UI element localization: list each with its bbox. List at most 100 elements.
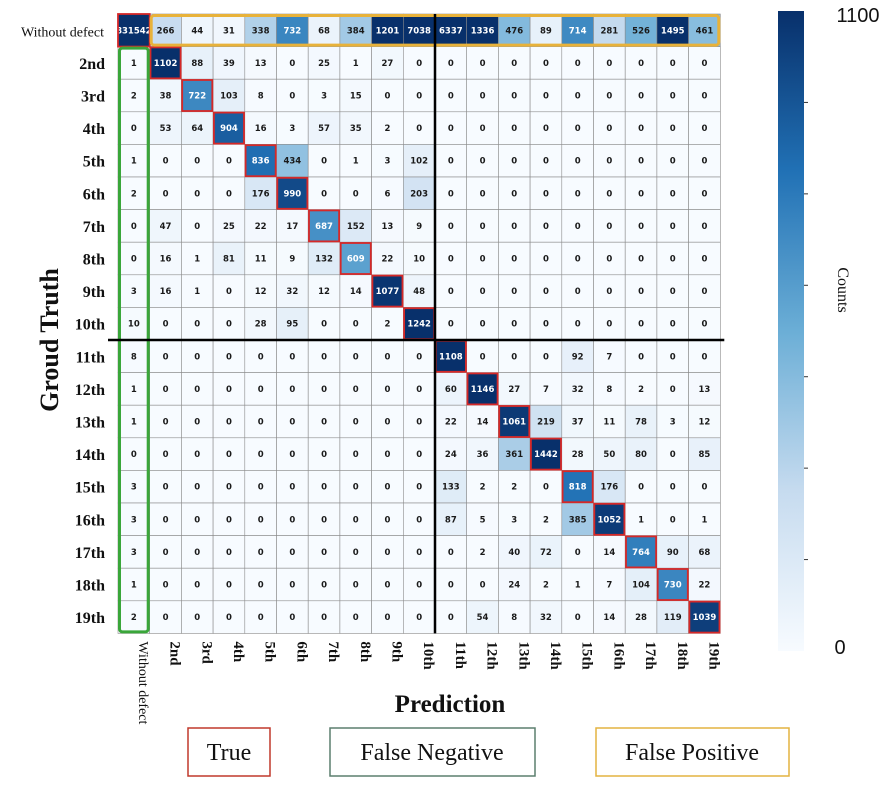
heatmap-cell [624, 13, 658, 47]
cell-value: 0 [416, 515, 422, 525]
cell-value: 0 [638, 222, 644, 232]
heatmap-cell [212, 78, 246, 113]
cell-value: 0 [670, 189, 676, 199]
heatmap-cell [498, 241, 531, 276]
heatmap-cell [117, 372, 151, 406]
cell-value: 0 [448, 548, 454, 558]
cell-value: 7 [606, 352, 612, 362]
cell-value: 0 [448, 92, 454, 102]
heatmap-cell [307, 307, 341, 341]
cell-value: 0 [480, 189, 486, 199]
heatmap-cell [466, 176, 499, 210]
cell-value: 0 [194, 450, 200, 460]
heatmap-cell [434, 535, 468, 569]
cell-value: 22 [699, 581, 711, 591]
heatmap-cell [149, 144, 182, 178]
cell-value: 17 [286, 222, 298, 232]
cell-value: 0 [384, 92, 390, 102]
heatmap-cell [149, 437, 182, 471]
cell-value: 0 [258, 483, 264, 493]
heatmap-cell [402, 111, 436, 145]
cell-value: 0 [638, 189, 644, 199]
heatmap-cell [656, 470, 689, 504]
cell-value: 338 [252, 26, 270, 36]
cell-value: 0 [606, 287, 612, 297]
row-label: 14th [75, 447, 105, 464]
cell-value: 0 [353, 450, 359, 460]
cell-value: 95 [286, 320, 298, 330]
cell-value: 1 [131, 59, 137, 69]
cell-value: 219 [537, 418, 555, 428]
cell-value: 0 [670, 450, 676, 460]
heatmap-cell [434, 78, 468, 113]
heatmap-cell [276, 241, 309, 276]
true-highlight [530, 437, 562, 471]
row-label: 16th [75, 512, 105, 529]
cell-value: 0 [543, 287, 549, 297]
heatmap-cell [276, 535, 309, 569]
cell-value: 0 [575, 59, 581, 69]
cell-value: 0 [321, 581, 327, 591]
heatmap-cell [117, 78, 151, 113]
cell-value: 12 [255, 287, 267, 297]
cell-value: 0 [511, 255, 517, 265]
heatmap-cell [339, 209, 372, 243]
true-highlight [276, 176, 309, 210]
y-axis-label: Groud Truth [35, 268, 64, 412]
highlight-overlays [108, 13, 725, 634]
heatmap-cell [593, 111, 626, 145]
heatmap-cell [212, 176, 246, 210]
heatmap-cell [276, 307, 309, 341]
column-label: 11th [452, 641, 468, 669]
cell-value: 22 [445, 418, 457, 428]
heatmap-cell [434, 567, 468, 602]
heatmap-cell [307, 567, 341, 602]
cell-value: 68 [318, 26, 330, 36]
cell-value: 7038 [407, 26, 431, 36]
cell-value: 0 [384, 385, 390, 395]
cell-value: 1102 [154, 59, 178, 69]
legend-box-true [187, 727, 271, 777]
cell-value: 1 [353, 59, 359, 69]
heatmap-cell [656, 241, 689, 276]
heatmap-cell [212, 46, 246, 80]
cell-value: 36 [477, 450, 489, 460]
cell-value: 0 [226, 581, 232, 591]
cell-value: 266 [157, 26, 175, 36]
heatmap-cell [402, 209, 436, 243]
heatmap-cell [244, 437, 277, 471]
cell-value: 14 [603, 613, 615, 623]
cell-value: 203 [410, 189, 428, 199]
cell-value: 0 [226, 418, 232, 428]
heatmap-cell [624, 78, 658, 113]
cell-value: 0 [638, 483, 644, 493]
heatmap-cell [371, 111, 404, 145]
heatmap-cell [149, 111, 182, 145]
heatmap-cell [371, 502, 404, 536]
column-label: 17th [642, 641, 658, 670]
cell-value: 0 [163, 157, 169, 167]
cell-value: 8 [131, 352, 137, 362]
heatmap-cell [561, 144, 594, 178]
legend-box-false-positive [595, 727, 790, 777]
cell-value: 0 [511, 92, 517, 102]
legend-box-false-negative [329, 727, 536, 777]
cell-value: 434 [283, 157, 301, 167]
cell-value: 0 [448, 320, 454, 330]
cell-value: 0 [575, 92, 581, 102]
heatmap-cell [307, 176, 341, 210]
cell-value: 0 [353, 515, 359, 525]
heatmap-cell [434, 111, 468, 145]
cell-value: 2 [131, 92, 137, 102]
heatmap-cell [276, 567, 309, 602]
cell-value: 1146 [471, 385, 495, 395]
heatmap-cell [212, 307, 246, 341]
cell-value: 0 [289, 92, 295, 102]
cell-value: 25 [318, 59, 330, 69]
cell-value: 0 [258, 352, 264, 362]
cell-value: 0 [289, 59, 295, 69]
cell-value: 0 [163, 515, 169, 525]
cell-value: 0 [511, 320, 517, 330]
cell-value: 0 [543, 352, 549, 362]
heatmap-cell [371, 209, 404, 243]
